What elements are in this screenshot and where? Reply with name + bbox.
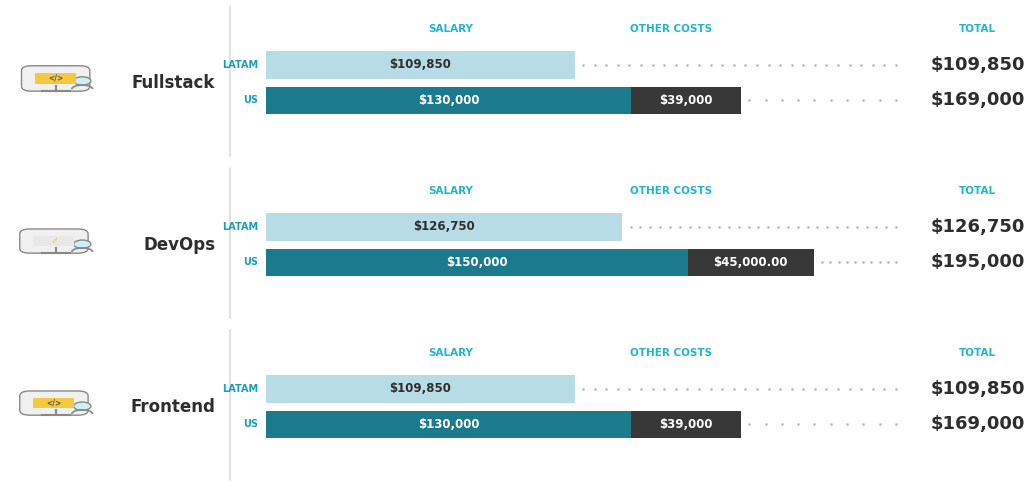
FancyBboxPatch shape (632, 411, 741, 438)
Text: Frontend: Frontend (130, 398, 215, 416)
Text: $130,000: $130,000 (418, 94, 479, 107)
Text: </>: </> (47, 399, 62, 407)
FancyBboxPatch shape (22, 66, 90, 91)
FancyBboxPatch shape (266, 213, 623, 241)
Text: $169,000: $169,000 (931, 91, 1024, 109)
Text: SALARY: SALARY (428, 186, 473, 196)
Circle shape (32, 69, 70, 87)
Text: DevOps: DevOps (143, 236, 215, 254)
Circle shape (32, 395, 70, 413)
Text: TOTAL: TOTAL (959, 186, 996, 196)
Text: US: US (243, 95, 258, 105)
Text: $39,000: $39,000 (659, 94, 713, 107)
FancyBboxPatch shape (35, 73, 76, 84)
FancyBboxPatch shape (688, 249, 814, 276)
Text: OTHER COSTS: OTHER COSTS (630, 348, 712, 358)
Text: OTHER COSTS: OTHER COSTS (630, 186, 712, 196)
Text: US: US (243, 419, 258, 430)
Text: $130,000: $130,000 (418, 418, 479, 431)
Circle shape (74, 240, 91, 248)
FancyBboxPatch shape (266, 411, 632, 438)
Text: $39,000: $39,000 (659, 418, 713, 431)
FancyBboxPatch shape (34, 398, 75, 408)
Text: $45,000.00: $45,000.00 (714, 256, 788, 269)
FancyBboxPatch shape (266, 375, 574, 402)
Text: TOTAL: TOTAL (959, 348, 996, 358)
Text: $150,000: $150,000 (446, 256, 508, 269)
Text: SALARY: SALARY (428, 24, 473, 34)
Circle shape (74, 77, 91, 85)
Text: SALARY: SALARY (428, 348, 473, 358)
Text: ✓: ✓ (50, 236, 58, 246)
Text: TOTAL: TOTAL (959, 24, 996, 34)
Text: </>: </> (48, 74, 63, 83)
Circle shape (32, 233, 70, 251)
FancyBboxPatch shape (34, 236, 75, 246)
Text: $109,850: $109,850 (389, 58, 452, 71)
Text: LATAM: LATAM (222, 222, 258, 232)
FancyBboxPatch shape (266, 249, 688, 276)
Circle shape (74, 402, 91, 410)
Text: LATAM: LATAM (222, 60, 258, 70)
Text: $109,850: $109,850 (931, 380, 1024, 398)
Text: OTHER COSTS: OTHER COSTS (630, 24, 712, 34)
Text: $109,850: $109,850 (931, 56, 1024, 74)
Text: $109,850: $109,850 (389, 382, 452, 395)
Text: LATAM: LATAM (222, 384, 258, 394)
FancyBboxPatch shape (19, 229, 88, 253)
Text: $195,000: $195,000 (931, 253, 1024, 272)
FancyBboxPatch shape (19, 391, 88, 415)
FancyBboxPatch shape (632, 87, 741, 114)
Text: $126,750: $126,750 (931, 218, 1024, 236)
Text: Fullstack: Fullstack (132, 73, 215, 92)
Text: $169,000: $169,000 (931, 416, 1024, 434)
FancyBboxPatch shape (266, 51, 574, 79)
Text: $126,750: $126,750 (414, 220, 475, 233)
FancyBboxPatch shape (266, 87, 632, 114)
Text: US: US (243, 258, 258, 267)
